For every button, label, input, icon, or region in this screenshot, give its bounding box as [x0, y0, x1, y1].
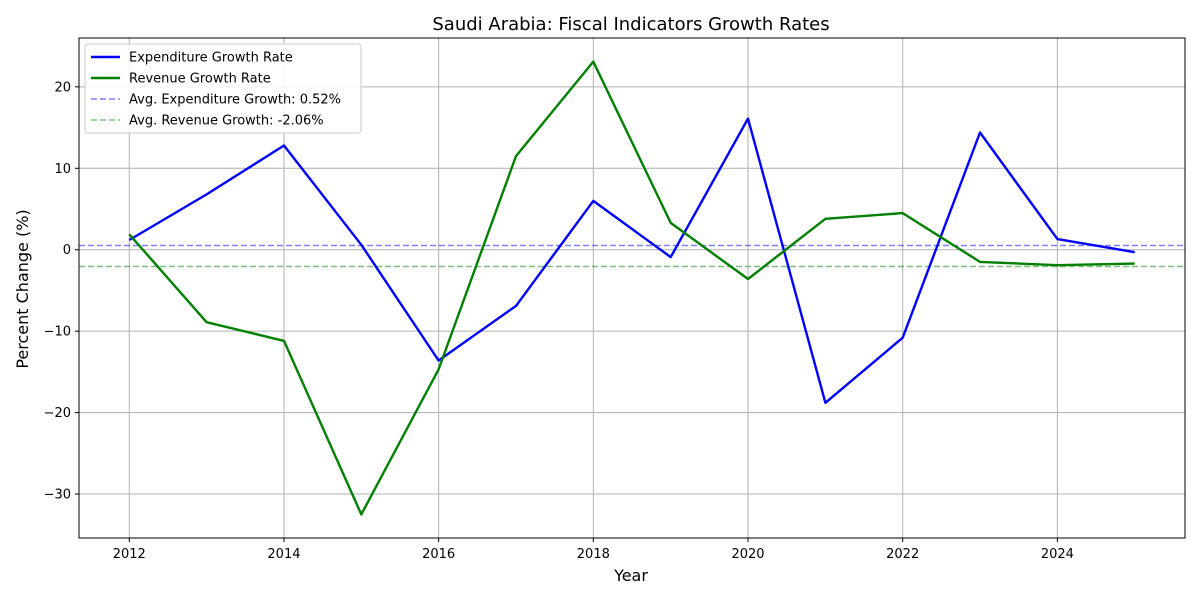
- series-lines: [128, 60, 1135, 516]
- y-tick-label: 20: [54, 80, 71, 95]
- y-tick-label: −30: [44, 488, 71, 503]
- y-axis-title: Percent Change (%): [13, 209, 32, 368]
- revenue-growth-line: [128, 60, 1135, 516]
- y-axis-ticks: −30 −20 −10 0 10 20: [44, 80, 79, 503]
- x-tick-label: 2022: [886, 547, 919, 562]
- x-tick-label: 2012: [113, 547, 146, 562]
- grid-lines: [79, 38, 1185, 538]
- expenditure-growth-line: [128, 117, 1135, 404]
- legend-box: [84, 43, 362, 134]
- reference-lines: [79, 244, 1185, 268]
- x-tick-label: 2016: [422, 547, 455, 562]
- x-tick-label: 2024: [1041, 547, 1074, 562]
- legend-label: Avg. Revenue Growth: -2.06%: [129, 114, 324, 129]
- legend-label: Revenue Growth Rate: [129, 72, 271, 87]
- legend-label: Expenditure Growth Rate: [129, 51, 293, 66]
- legend: Expenditure Growth Rate Revenue Growth Ra…: [84, 43, 362, 134]
- chart-title: Saudi Arabia: Fiscal Indicators Growth R…: [432, 14, 829, 35]
- y-tick-label: −20: [44, 406, 71, 421]
- x-tick-label: 2020: [731, 547, 764, 562]
- x-axis-ticks: 2012 2014 2016 2018 2020 2022 2024: [113, 538, 1074, 562]
- x-axis-title: Year: [613, 566, 648, 585]
- y-tick-label: −10: [44, 325, 71, 340]
- y-tick-label: 10: [54, 162, 71, 177]
- y-tick-label: 0: [63, 243, 71, 258]
- legend-label: Avg. Expenditure Growth: 0.52%: [129, 93, 341, 108]
- x-tick-label: 2018: [577, 547, 610, 562]
- x-tick-label: 2014: [267, 547, 300, 562]
- plot-area-frame: [78, 37, 1186, 539]
